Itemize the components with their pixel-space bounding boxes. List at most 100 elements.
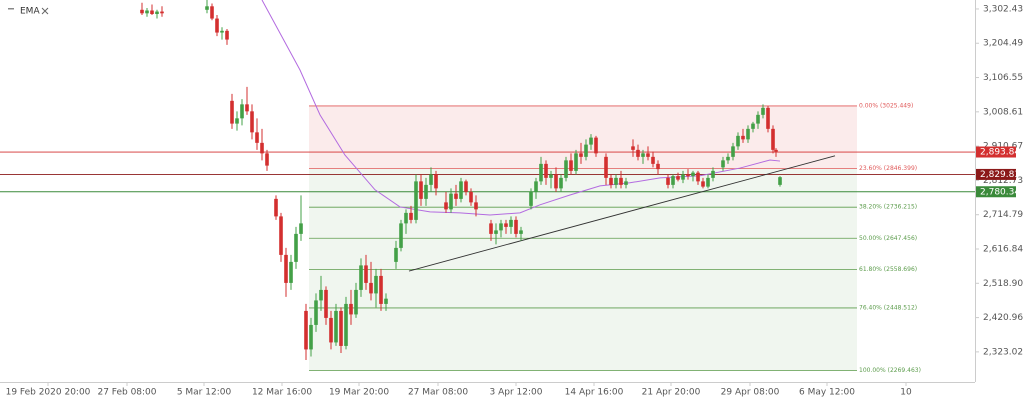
candle-body: [701, 181, 705, 187]
candle-body: [265, 153, 269, 166]
x-tick-label: 12 Mar 16:00: [252, 388, 312, 398]
candle-body: [774, 149, 778, 152]
menu-icon[interactable]: [8, 8, 14, 10]
candle-body: [494, 230, 498, 234]
candle-body: [514, 219, 518, 234]
candle-body: [240, 104, 244, 119]
x-tick-label: 21 Apr 20:00: [642, 388, 701, 398]
candle-body: [225, 30, 229, 40]
candle-body: [454, 193, 458, 199]
candle-body: [614, 177, 618, 185]
candle-body: [631, 146, 635, 150]
close-icon[interactable]: [41, 7, 49, 15]
y-tick-label: 2,812.73: [983, 176, 1023, 186]
candle-body: [504, 223, 508, 227]
candle-body: [274, 198, 278, 217]
candle-body: [666, 177, 670, 185]
candle-body: [604, 156, 608, 178]
candle-body: [549, 174, 553, 178]
candle-body: [309, 324, 313, 350]
x-tick-label: 19 Feb 2020 20:00: [6, 388, 91, 398]
candle-body: [686, 174, 690, 177]
fib-zone-upper: [309, 105, 857, 169]
price-tag: [976, 168, 1016, 180]
candle-body: [394, 247, 398, 262]
candle-body: [756, 114, 760, 124]
y-tick-label: 2,518.90: [983, 279, 1023, 289]
x-tick-label: 27 Feb 08:00: [97, 388, 156, 398]
candle-body: [624, 181, 628, 185]
candle-body: [449, 193, 453, 210]
plot-area: 0.00% (3025.449) 23.60% (2846.399) 38.20% …: [0, 0, 975, 374]
fib-label: 23.60% (2846.399): [859, 165, 917, 172]
y-tick-label: 3,008.61: [983, 107, 1023, 117]
fib-label: 0.00% (3025.449): [859, 102, 913, 109]
candle-body: [676, 176, 680, 180]
y-tick-label: 2,714.79: [983, 210, 1023, 220]
candle-body: [324, 289, 328, 318]
candle-body: [255, 132, 259, 143]
candle-body: [334, 310, 338, 343]
candle-body: [474, 202, 478, 210]
candle-body: [210, 6, 214, 19]
candle-body: [619, 177, 623, 185]
candle-body: [746, 128, 750, 140]
fib-label: 61.80% (2558.696): [859, 266, 917, 273]
candle-body: [459, 181, 463, 199]
candle-body: [359, 265, 363, 290]
legend-label: EMA: [20, 7, 40, 17]
candle-body: [741, 135, 745, 140]
candle-body: [434, 174, 438, 189]
candle-body: [384, 298, 388, 304]
candle-body: [489, 223, 493, 234]
candle-body: [766, 107, 770, 129]
candle-body: [424, 184, 428, 199]
price-tag: [976, 146, 1016, 158]
candle-body: [160, 11, 164, 14]
candle-body: [711, 170, 715, 178]
y-tick-label: 3,204.49: [983, 39, 1023, 49]
candle-body: [250, 111, 254, 133]
x-tick-label: 27 Mar 08:00: [408, 388, 468, 398]
indicator-legend: EMA: [8, 7, 49, 17]
candle-body: [279, 216, 283, 255]
candle-body: [726, 156, 730, 161]
candle-body: [696, 172, 700, 182]
x-tick-label: 29 Apr 08:00: [721, 388, 780, 398]
y-tick-label: 2,616.84: [983, 245, 1023, 255]
candle-body: [761, 107, 765, 115]
candle-body: [404, 212, 408, 224]
y-tick-label: 2,420.96: [983, 313, 1023, 323]
candle-body: [584, 144, 588, 157]
candle-body: [778, 177, 782, 185]
candle-body: [554, 174, 558, 189]
candle-body: [344, 303, 348, 346]
x-tick-label: 14 Apr 16:00: [565, 388, 624, 398]
candle-body: [519, 230, 523, 234]
candle-body: [374, 275, 378, 294]
candle-body: [594, 137, 598, 154]
candle-body: [464, 181, 468, 192]
candle-body: [539, 163, 543, 182]
candle-body: [534, 181, 538, 192]
axes: 3,302.433,204.493,106.553,008.612,910.67…: [6, 4, 1024, 397]
ema-line: [261, 0, 781, 216]
candle-body: [339, 310, 343, 346]
candle-body: [349, 303, 353, 315]
price-tag-label: 2,829.83: [980, 170, 1020, 180]
candle-body: [215, 18, 219, 33]
candle-body: [574, 153, 578, 171]
candle-body: [230, 100, 234, 124]
candle-body: [314, 300, 318, 325]
candle-body: [364, 265, 368, 283]
candle-body: [260, 142, 264, 154]
candle-body: [691, 172, 695, 177]
candle-body: [751, 123, 755, 129]
candle-body: [284, 254, 288, 283]
candle-body: [429, 174, 433, 185]
candle-body: [220, 30, 224, 33]
candle-body: [579, 153, 583, 157]
x-tick-label: 10: [900, 388, 912, 398]
fib-label: 38.20% (2736.215): [859, 204, 917, 211]
